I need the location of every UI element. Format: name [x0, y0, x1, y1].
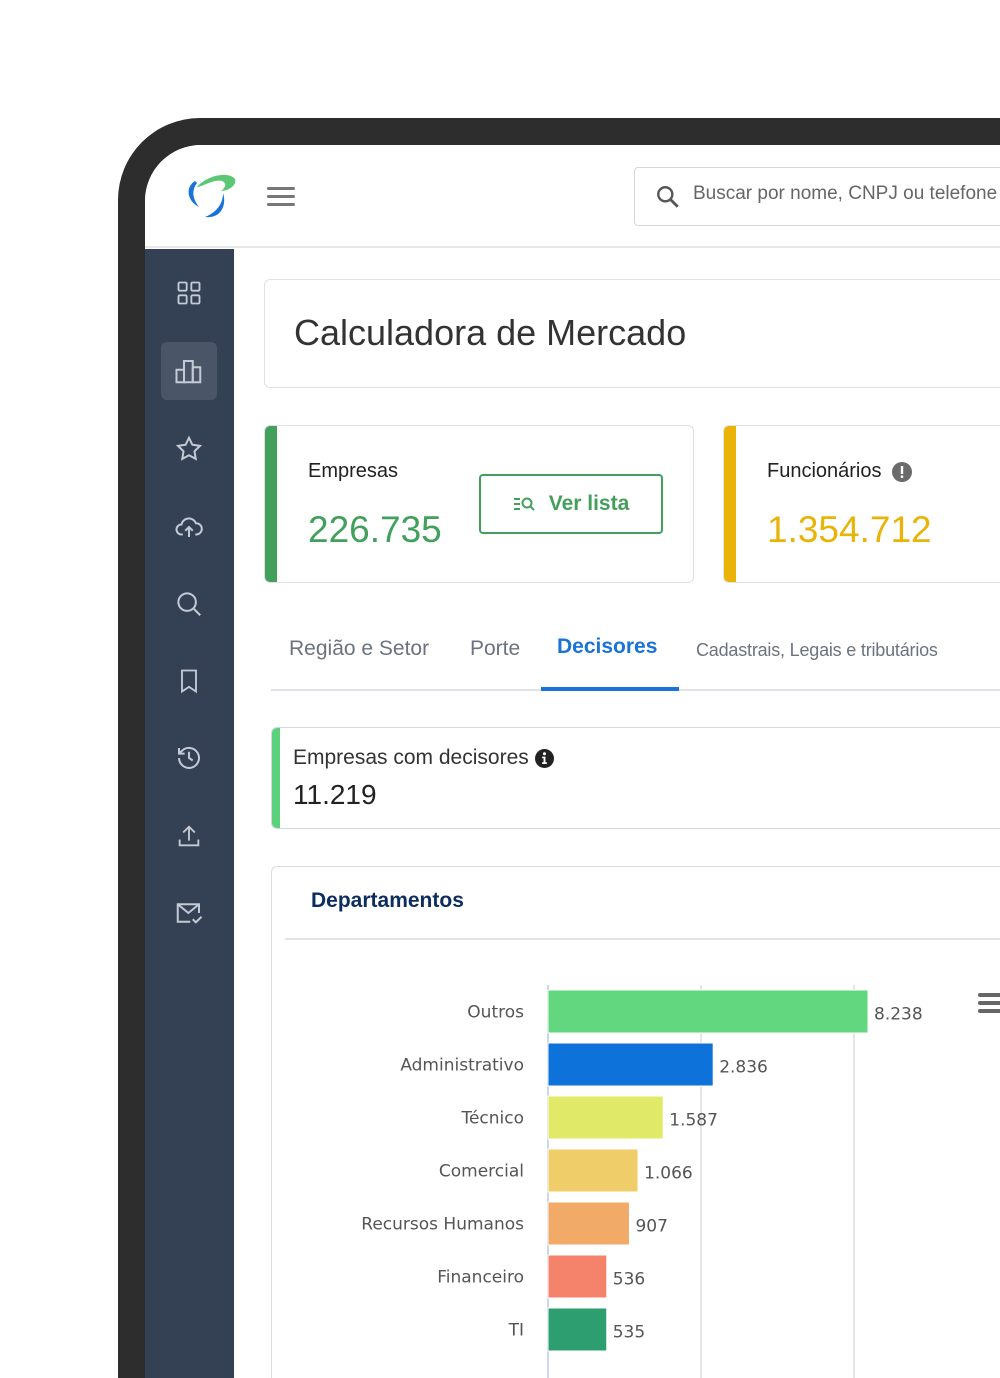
sidebar-item-mail[interactable] [161, 884, 217, 942]
search-input[interactable] [693, 183, 999, 205]
sidebar-item-history[interactable] [161, 729, 217, 787]
tab-bar: Região e Setor Porte Decisores Cadastrai… [271, 609, 1000, 691]
sidebar [145, 249, 234, 1378]
tab-cadastrais[interactable]: Cadastrais, Legais e tributários [696, 640, 938, 660]
departamentos-card: Departamentos [271, 866, 1000, 1378]
top-header [145, 145, 1000, 248]
departamentos-title: Departamentos [311, 889, 464, 912]
active-tab-indicator [541, 687, 679, 691]
tab-decisores[interactable]: Decisores [557, 635, 658, 658]
decisores-label: Empresas com decisores [293, 746, 529, 769]
history-icon [178, 746, 200, 769]
empresas-value: 226.735 [308, 509, 442, 550]
sidebar-item-cloud-upload[interactable] [161, 498, 217, 556]
mail-check-icon [176, 903, 203, 924]
empresas-decisores-card: Empresas com decisores 11.219 [271, 727, 1000, 829]
bar-chart-icon [175, 360, 202, 384]
menu-toggle-button[interactable] [267, 187, 295, 207]
page-title-card: Calculadora de Mercado [264, 279, 1000, 388]
sidebar-item-search[interactable] [161, 575, 217, 633]
logo [188, 174, 236, 218]
alert-info-icon[interactable] [891, 461, 912, 482]
ver-lista-button[interactable]: Ver lista [479, 474, 663, 534]
empresas-label: Empresas [308, 460, 399, 482]
bookmark-icon [181, 669, 197, 694]
tab-porte[interactable]: Porte [470, 637, 521, 660]
cloud-upload-icon [175, 517, 203, 537]
chart-menu-button[interactable] [978, 993, 1000, 1013]
empresas-card: Empresas 226.735 Ver lista [264, 425, 694, 583]
funcionarios-card: Funcionários 1.354.712 [723, 425, 1000, 583]
search-box[interactable] [634, 167, 1000, 226]
star-icon [175, 435, 203, 461]
app-screen: Calculadora de Mercado Empresas 226.735 … [145, 145, 1000, 1378]
search-icon [177, 592, 201, 616]
grid-icon [177, 281, 201, 305]
funcionarios-label: Funcionários [767, 460, 882, 482]
sidebar-item-dashboard[interactable] [161, 264, 217, 322]
sidebar-item-saved[interactable] [161, 652, 217, 710]
ver-lista-label: Ver lista [548, 492, 630, 515]
tab-regiao-setor[interactable]: Região e Setor [289, 637, 430, 660]
list-search-icon [513, 497, 535, 511]
decisores-value: 11.219 [293, 779, 377, 810]
sidebar-item-market-calculator[interactable] [161, 342, 217, 400]
info-icon[interactable] [534, 748, 554, 768]
search-icon [657, 186, 679, 208]
sidebar-item-favorites[interactable] [161, 420, 217, 478]
main-content: Calculadora de Mercado Empresas 226.735 … [234, 249, 1000, 1378]
sidebar-item-export[interactable] [161, 807, 217, 865]
upload-icon [178, 825, 200, 847]
funcionarios-value: 1.354.712 [767, 509, 932, 550]
page-title: Calculadora de Mercado [294, 312, 687, 353]
